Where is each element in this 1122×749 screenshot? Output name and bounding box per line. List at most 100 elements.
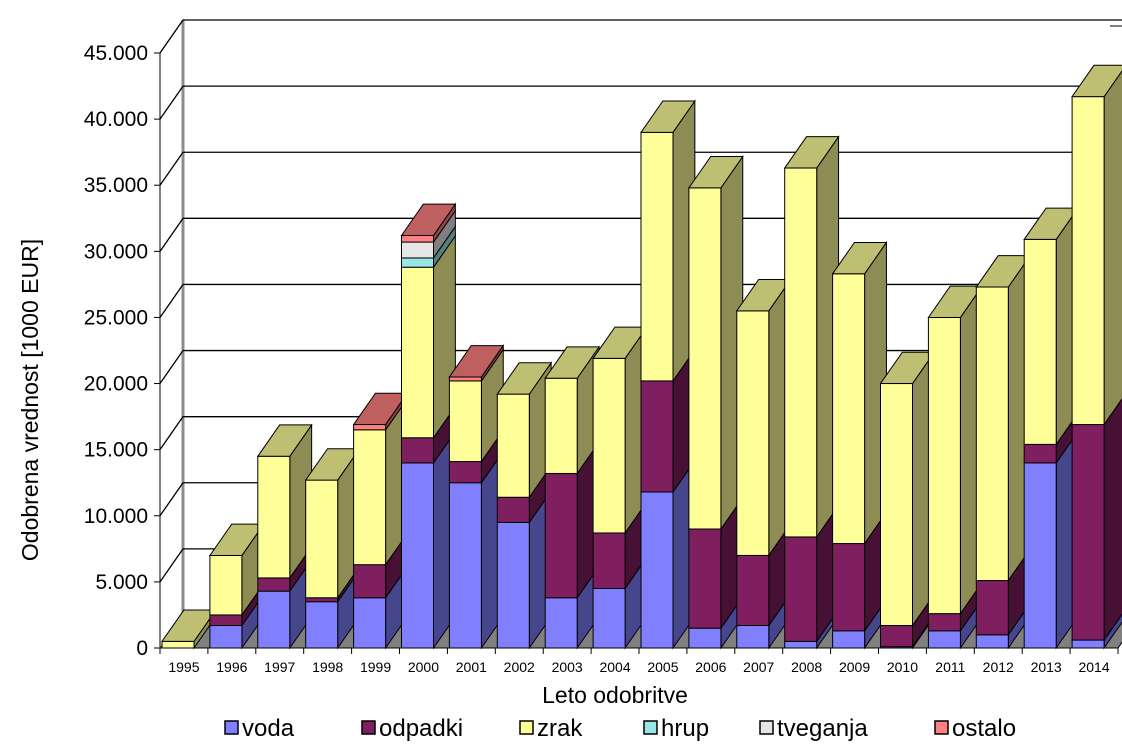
legend-item-zrak: zrak <box>519 715 583 742</box>
bar-segment-side-odpadki <box>1103 397 1122 642</box>
bar-stack <box>496 361 553 650</box>
bar-segment-voda <box>832 630 866 649</box>
bar-segment-odpadki <box>1023 443 1057 464</box>
gridline-depth <box>159 416 184 451</box>
bar-segment-side-zrak <box>1103 70 1122 427</box>
legend-label: hrup <box>661 715 709 742</box>
legend-label: tveganja <box>777 715 868 742</box>
bar-stack <box>592 325 648 650</box>
bar-segment-voda <box>353 597 387 649</box>
x-tick-label: 1996 <box>216 659 247 675</box>
bar-top <box>544 346 601 379</box>
y-tick-label: 15.000 <box>84 439 148 462</box>
bar-top <box>687 156 744 189</box>
x-tick-label: 2003 <box>552 659 583 675</box>
bar-segment-zrak <box>401 266 434 439</box>
bar-top <box>783 136 840 169</box>
bar-segment-odpadki <box>496 496 530 523</box>
bar-segment-zrak <box>688 187 722 530</box>
bar-top <box>1071 64 1122 98</box>
bar-stack <box>687 154 744 650</box>
legend-swatch <box>224 720 239 735</box>
y-tick-label: 45.000 <box>84 42 148 65</box>
bar-segment-zrak <box>353 429 387 566</box>
bar-segment-hrup <box>401 257 434 268</box>
bar-segment-zrak <box>1071 96 1105 426</box>
bar-segment-zrak <box>880 383 913 627</box>
legend-swatch <box>934 720 949 735</box>
bar-segment-odpadki <box>736 554 770 627</box>
legend-swatch <box>361 720 376 735</box>
gridline-depth <box>159 548 184 583</box>
legend-item-voda: voda <box>224 715 295 742</box>
bar-segment-odpadki <box>448 461 482 484</box>
legend-label: ostalo <box>952 715 1016 742</box>
bar-segment-odpadki <box>401 437 434 464</box>
bar-stack <box>783 135 840 650</box>
legend-item-odpadki: odpadki <box>361 715 463 742</box>
bar-segment-odpadki <box>880 625 913 648</box>
bar-segment-ostalo <box>448 376 482 382</box>
bar-stack <box>640 99 696 650</box>
x-tick-label: 1998 <box>312 659 343 675</box>
gridline-depth <box>159 151 184 186</box>
x-tick-label: 2007 <box>743 659 774 675</box>
x-tick-label: 2000 <box>408 659 439 675</box>
bar-stack <box>975 254 1032 650</box>
y-tick-label: 40.000 <box>84 108 148 131</box>
x-tick-label: 2009 <box>839 659 870 675</box>
y-tick-label: 10.000 <box>84 505 148 528</box>
bar-segment-voda <box>257 590 291 649</box>
x-tick-label: 2001 <box>456 659 487 675</box>
bar-segment-voda <box>1071 639 1105 649</box>
y-tick-label: 20.000 <box>84 373 148 396</box>
bar-top <box>831 241 888 275</box>
bar-segment-voda <box>736 625 770 649</box>
bar-segment-ostalo <box>401 234 434 243</box>
x-tick-label: 2002 <box>504 659 535 675</box>
bar-segment-odpadki <box>640 380 674 493</box>
bar-segment-odpadki <box>927 613 961 632</box>
bar-segment-zrak <box>592 357 626 534</box>
bar-segment-zrak <box>305 479 339 599</box>
bar-segment-zrak <box>448 380 482 463</box>
bar-segment-odpadki <box>305 597 339 603</box>
bar-segment-zrak <box>736 310 770 556</box>
bar-segment-ostalo <box>353 424 387 431</box>
bar-segment-voda <box>496 521 530 649</box>
bar-segment-odpadki <box>209 614 243 627</box>
x-tick-label: 2005 <box>647 659 678 675</box>
gridline-depth <box>159 85 184 120</box>
x-axis-title: Leto odobritve <box>542 682 688 708</box>
y-tick-labels: 0 5.000 10.000 15.000 20.000 25.000 30.000 35.0… <box>84 42 148 660</box>
x-tick-label: 2013 <box>1031 659 1062 675</box>
x-tick-label: 1999 <box>360 659 391 675</box>
bar-segment-zrak <box>161 640 195 649</box>
bar-segment-voda <box>927 630 961 649</box>
bar-segment-zrak <box>496 393 530 498</box>
x-tick-label: 1997 <box>264 659 295 675</box>
bar-top <box>256 424 313 457</box>
bar-top <box>400 203 457 236</box>
bar-segment-voda <box>975 634 1009 649</box>
bar-segment-voda <box>592 588 626 649</box>
bar-segment-voda <box>1023 462 1057 649</box>
bars <box>161 64 1122 650</box>
bar-segment-voda <box>209 625 243 649</box>
bar-segment-odpadki <box>832 543 866 632</box>
bar-segment-voda <box>784 640 818 649</box>
bar-segment-zrak <box>975 286 1009 582</box>
bar-segment-voda <box>640 491 674 649</box>
x-tick-label: 2008 <box>791 659 822 675</box>
bar-segment-voda <box>401 462 434 649</box>
bar-segment-odpadki <box>784 536 818 642</box>
x-tick-label: 2010 <box>887 659 918 675</box>
x-tick-label: 2006 <box>695 659 726 675</box>
gridline-depth <box>159 217 184 252</box>
bar-stack <box>352 391 409 650</box>
bar-segment-odpadki <box>544 472 578 599</box>
legend-item-tveganja: tveganja <box>759 715 868 742</box>
legend-label: zrak <box>537 715 583 742</box>
bar-segment-zrak <box>544 377 578 474</box>
y-tick-label: 5.000 <box>95 571 148 594</box>
